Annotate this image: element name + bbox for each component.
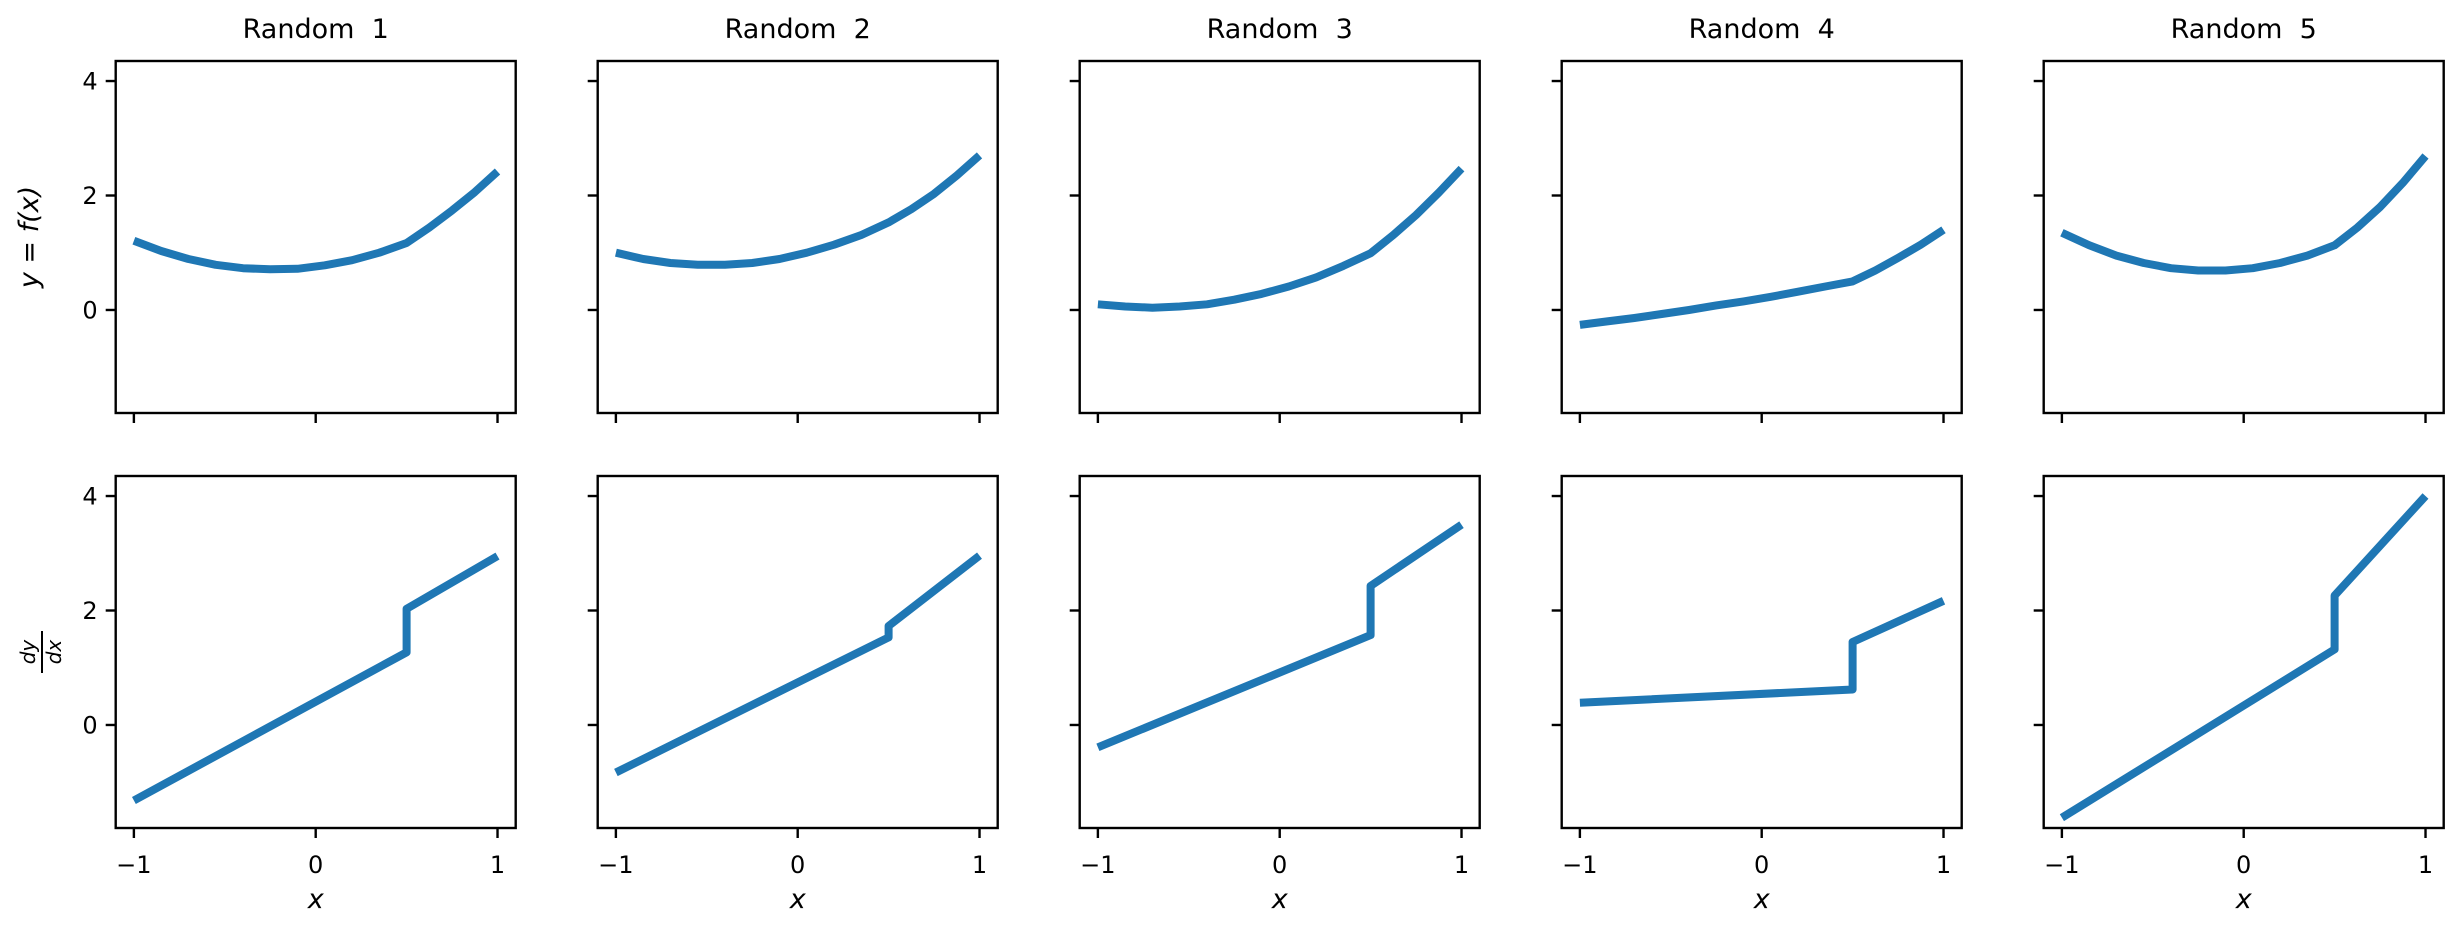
- ylabel-fraction: dy dx: [16, 631, 66, 673]
- y-tick-label: 2: [82, 597, 97, 625]
- x-tick-label: −1: [1562, 851, 1597, 879]
- y-tick-label: 4: [82, 68, 97, 96]
- subplot-title: Random 2: [725, 14, 871, 45]
- plot-frame: [1078, 59, 1481, 415]
- curve-f: [1097, 165, 1465, 312]
- curve-dfdx: [1096, 521, 1464, 751]
- x-tick-label: 0: [2236, 851, 2251, 879]
- x-tick-label: 1: [1936, 851, 1951, 879]
- subplot-title: Random 4: [1689, 14, 1835, 45]
- plot-frame: [1560, 59, 1963, 415]
- y-tick-label: 4: [82, 483, 97, 511]
- x-tick-label: 0: [790, 851, 805, 879]
- x-tick-label: 0: [1754, 851, 1769, 879]
- x-tick-label: 1: [972, 851, 987, 879]
- x-tick-label: −1: [1080, 851, 1115, 879]
- x-tick-label: −1: [2044, 851, 2079, 879]
- curve-dfdx: [131, 552, 500, 805]
- x-tick-label: −1: [598, 851, 633, 879]
- plot-frame: [596, 59, 999, 415]
- subplot-title: Random 1: [243, 14, 389, 45]
- plot-frame: [596, 474, 999, 830]
- x-axis-label: x: [2235, 884, 2253, 915]
- plot-frame: [114, 59, 517, 415]
- plot-frame: [2042, 474, 2445, 830]
- subplot-title: Random 3: [1207, 14, 1353, 45]
- x-tick-label: −1: [116, 851, 151, 879]
- curve-dfdx: [2059, 493, 2429, 822]
- x-axis-label: x: [789, 884, 807, 915]
- plot-frame: [2042, 59, 2445, 415]
- y-tick-label: 2: [82, 182, 97, 210]
- curve-dfdx: [1579, 597, 1946, 707]
- x-tick-label: 0: [1272, 851, 1287, 879]
- x-axis-label: x: [1753, 884, 1771, 915]
- y-tick-label: 0: [82, 296, 97, 324]
- fraction-numerator: dy: [16, 639, 40, 665]
- curve-f: [132, 168, 501, 274]
- plot-frame: [1078, 474, 1481, 830]
- x-tick-label: 1: [1454, 851, 1469, 879]
- curve-dfdx: [614, 552, 982, 777]
- ylabel-top: y = f(x): [14, 186, 45, 289]
- x-axis-label: x: [307, 884, 325, 915]
- x-tick-label: 1: [2418, 851, 2433, 879]
- fraction-denominator: dx: [42, 640, 66, 665]
- curve-f: [1579, 226, 1946, 329]
- curve-f: [2060, 153, 2429, 275]
- plot-frame: [1560, 474, 1963, 830]
- x-tick-label: 1: [490, 851, 505, 879]
- x-tick-label: 0: [308, 851, 323, 879]
- y-tick-label: 0: [82, 711, 97, 739]
- x-axis-label: x: [1271, 884, 1289, 915]
- curve-f: [615, 152, 983, 269]
- subplot-title: Random 5: [2171, 14, 2317, 45]
